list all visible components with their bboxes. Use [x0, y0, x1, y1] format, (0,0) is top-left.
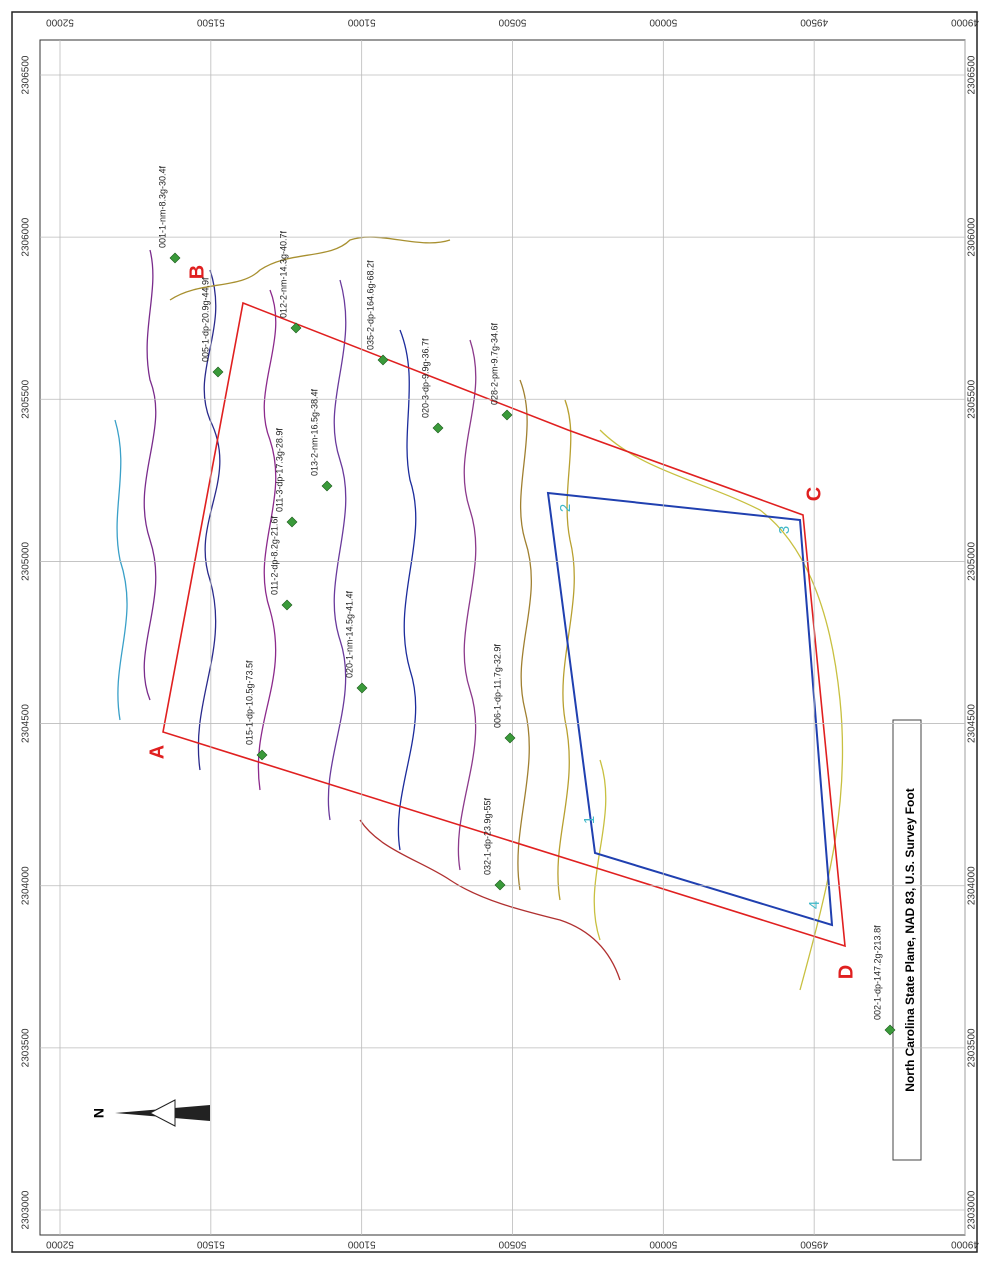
- outer-frame: [11, 11, 978, 1253]
- well-marker: [212, 366, 224, 378]
- well-label: 002-1-dp-147.2g-213.8f: [872, 925, 882, 1020]
- x-tick-label: 51000: [347, 1238, 375, 1249]
- contour: [457, 339, 477, 871]
- well-label: 020-3-dp-9.9g-36.7f: [420, 338, 430, 418]
- x-tick-label: 50000: [649, 16, 677, 27]
- y-tick-label: 2306000: [21, 217, 32, 256]
- well-marker: [432, 422, 444, 434]
- x-tick-label: 49500: [800, 1238, 828, 1249]
- corner-label: A: [146, 745, 168, 759]
- projection-box: [892, 719, 922, 1161]
- contour: [114, 419, 128, 721]
- y-tick-label: 2303500: [967, 1028, 978, 1067]
- well-label: 012-2-nm-14.3g-40.7f: [278, 230, 288, 318]
- north-label: N: [91, 1108, 107, 1118]
- corner-label: B: [186, 265, 208, 279]
- y-tick-label: 2305000: [967, 542, 978, 581]
- contour: [327, 279, 347, 821]
- contour: [359, 819, 621, 981]
- x-tick-label: 51500: [196, 16, 224, 27]
- x-tick-label: 49000: [951, 1238, 979, 1249]
- well-label: 013-2-nm-16.5g-38.4f: [309, 388, 319, 476]
- well-label: 011-3-dp-17.3g-28.9f: [274, 428, 284, 512]
- y-tick-label: 2304000: [21, 866, 32, 905]
- inner-corner-label: 2: [557, 504, 574, 512]
- well-label: 011-2-dp-8.2g-21.6f: [269, 516, 279, 595]
- x-tick-label: 50000: [649, 1238, 677, 1249]
- well-marker: [290, 322, 302, 334]
- y-tick-label: 2303000: [967, 1190, 978, 1229]
- well-marker: [286, 516, 298, 528]
- well-marker: [504, 732, 516, 744]
- well-label: 035-2-dp-164.6g-68.2f: [365, 260, 375, 350]
- contour: [169, 236, 451, 301]
- survey-boundary: [162, 301, 846, 948]
- x-tick-label: 52000: [46, 1238, 74, 1249]
- well-label: 032-1-dp-23.9g-55f: [482, 797, 492, 875]
- contour: [397, 329, 417, 851]
- x-tick-label: 51500: [196, 1238, 224, 1249]
- x-tick-label: 49000: [951, 16, 979, 27]
- y-tick-label: 2304000: [967, 866, 978, 905]
- inner-boundary: [546, 491, 834, 927]
- contour: [257, 289, 277, 791]
- inner-corner-label: 1: [581, 816, 598, 824]
- y-tick-label: 2306500: [967, 55, 978, 94]
- contours: [114, 236, 844, 991]
- north-arrow: N: [91, 1099, 210, 1127]
- well-marker: [884, 1024, 896, 1036]
- y-tick-label: 2305500: [967, 379, 978, 418]
- well-marker: [501, 409, 513, 421]
- x-tick-label: 50500: [498, 16, 526, 27]
- well-marker: [281, 599, 293, 611]
- contour: [517, 379, 532, 891]
- y-tick-label: 2304500: [21, 704, 32, 743]
- y-tick-label: 2306000: [967, 217, 978, 256]
- arrow-shape: [148, 1099, 176, 1127]
- contour: [197, 269, 221, 771]
- well-label: 005-1-dp-20.9g-44.9f: [200, 277, 210, 362]
- well-label: 015-1-dp-10.5g-73.5f: [244, 660, 254, 745]
- well-marker: [356, 682, 368, 694]
- x-tick-label: 52000: [46, 16, 74, 27]
- contour: [557, 399, 575, 901]
- corner-label: C: [803, 487, 825, 501]
- well-marker: [321, 480, 333, 492]
- contour: [593, 429, 844, 991]
- x-tick-label: 50500: [498, 1238, 526, 1249]
- well-marker: [377, 354, 389, 366]
- inner-corner-label: 4: [806, 901, 823, 909]
- contour: [143, 249, 157, 701]
- inner-corner-label: 3: [776, 526, 793, 534]
- well-label: 006-1-dp-11.7g-32.9f: [492, 644, 502, 728]
- corner-label: D: [835, 965, 857, 979]
- y-tick-label: 2304500: [967, 704, 978, 743]
- y-tick-label: 2303500: [21, 1028, 32, 1067]
- well-label: 001-1-nm-8.3g-30.4f: [157, 165, 167, 248]
- projection-label: North Carolina State Plane, NAD 83, U.S.…: [903, 788, 917, 1091]
- y-tick-label: 2305000: [21, 542, 32, 581]
- well-marker: [169, 252, 181, 264]
- y-tick-label: 2305500: [21, 379, 32, 418]
- y-tick-label: 2306500: [21, 55, 32, 94]
- well-marker: [494, 879, 506, 891]
- x-tick-label: 49500: [800, 16, 828, 27]
- well-label: 020-1-nm-14.5g-41.4f: [344, 590, 354, 678]
- well-label: 028-2-pm-9.7g-34.6f: [489, 322, 499, 405]
- well-marker: [256, 749, 268, 761]
- x-tick-label: 51000: [347, 16, 375, 27]
- y-tick-label: 2303000: [21, 1190, 32, 1229]
